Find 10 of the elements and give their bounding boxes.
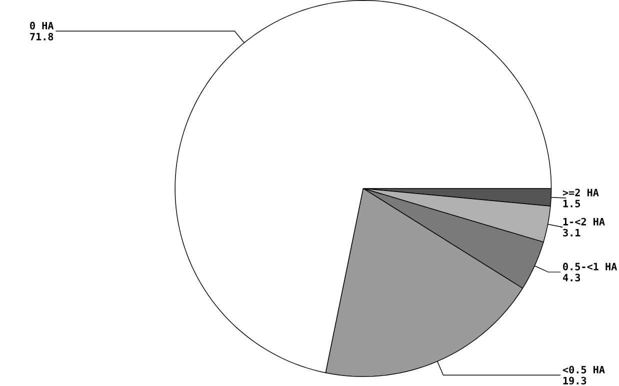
data-label: 19.3: [563, 376, 586, 384]
data-label: 4.3: [562, 274, 580, 282]
data-label: 1.5: [563, 200, 580, 208]
slice-label: <0.5 HA: [562, 366, 605, 374]
slice-label: >=2 HA: [562, 188, 599, 196]
slice-label: 0.5-<1 HA: [563, 262, 617, 270]
slice-label: 1-<2 HA: [563, 218, 605, 226]
data-label: 3.1: [563, 228, 580, 236]
data-label: 71.8: [30, 32, 54, 40]
slice-label: 0 HA: [30, 22, 54, 30]
